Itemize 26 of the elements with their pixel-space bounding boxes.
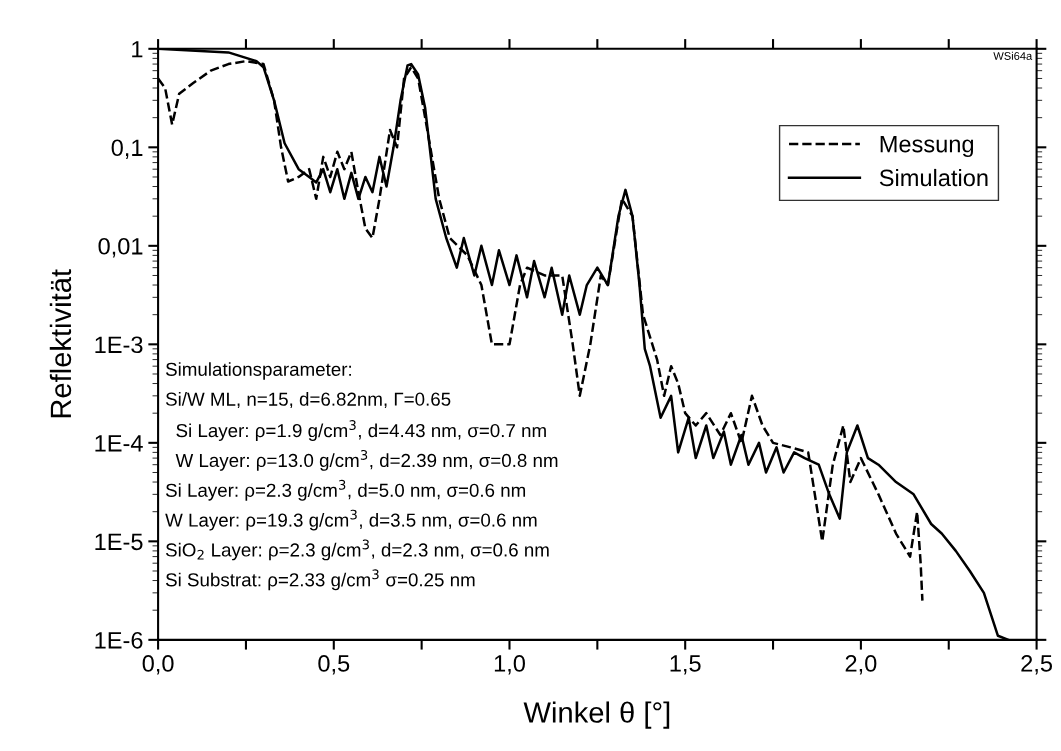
y-tick-label: 0,1 [111,139,143,159]
y-tick-label: 1E-4 [95,435,143,452]
y-tick-label: 1 [132,41,143,58]
y-axis-title: Reflektivität [49,269,72,418]
annotation: Si Layer: ρ=2.3 g/cm$^{3}$, d=5.0 nm, σ=0.6 nm [165,479,526,501]
annotation: W Layer: ρ=19.3 g/cm$^{3}$, d=3.5 nm, σ=0.6 nm [165,509,537,531]
x-tick-label: 2,5 [1021,655,1053,675]
annotation: Si/W ML, n=15, d=6.82nm, Γ=0.65 [165,392,451,409]
x-tick-label: 1,5 [670,655,701,675]
legend-label: Simulation [879,168,988,187]
x-tick-label: 1,0 [494,655,525,675]
annotation: Si Layer: ρ=1.9 g/cm$^{3}$, d=4.43 nm, σ=0.7 nm [176,420,546,441]
y-tick-label: 1E-6 [95,631,143,649]
annotation: WSi64a [993,51,1033,60]
x-tick-label: 0,5 [318,655,350,675]
annotation: Si Substrat: ρ=2.33 g/cm$^{3}$ σ=0.25 nm [165,569,475,591]
annotation: Simulationsparameter: [165,362,351,380]
annotation: W Layer: ρ=13.0 g/cm$^{3}$, d=2.39 nm, σ=0.8 nm [175,449,558,471]
x-tick-label: 2,0 [845,655,877,675]
x-axis-title: Winkel θ [°] [523,701,670,729]
x-tick-label: 0,0 [142,655,174,675]
y-tick-label: 1E-5 [95,533,143,551]
legend-label: Messung [880,135,974,158]
y-tick-label: 0,01 [98,237,143,258]
y-tick-label: 1E-3 [95,336,143,354]
annotation: SiO$_{2}$ Layer: ρ=2.3 g/cm$^{3}$, d=2.3 nm, σ=0.6 nm [165,539,549,561]
